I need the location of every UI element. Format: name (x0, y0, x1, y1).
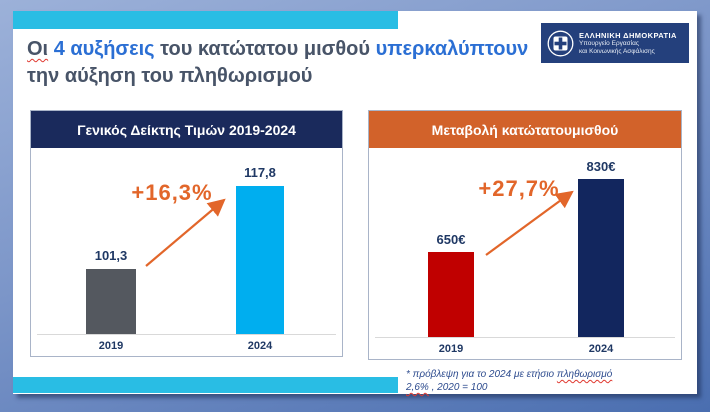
chart-panel-min-wage: Μεταβολή κατώτατουμισθού +27,7% 650€ 830… (368, 110, 682, 360)
x-tick-2024: 2024 (588, 343, 614, 355)
x-tick-2024: 2024 (247, 340, 273, 352)
footnote-line2-text: , 2020 = 100 (428, 382, 488, 393)
title-word-minwage: του κατώτατου μισθού (160, 38, 370, 60)
trend-arrow-icon (485, 190, 574, 256)
logo-line3: και Κοινωνικής Ασφάλισης (579, 47, 655, 55)
footnote-line2-flagged-number: 2,6% (406, 382, 429, 393)
footnote-line1-text: * πρόβλεψη για το 2024 με ετήσιο (406, 369, 557, 380)
bar-2019-min-wage (428, 252, 474, 337)
ministry-logo: ΕΛΛΗΝΙΚΗ ΔΗΜΟΚΡΑΤΙΑ Υπουργείο Εργασίας κ… (541, 23, 689, 63)
chart-panel-price-index: Γενικός Δείκτης Τιμών 2019-2024 +16,3% 1… (30, 110, 343, 357)
bottom-accent-strip (13, 377, 398, 393)
top-accent-strip (13, 11, 398, 29)
bar-value-label: 117,8 (244, 165, 276, 180)
logo-text: ΕΛΛΗΝΙΚΗ ΔΗΜΟΚΡΑΤΙΑ Υπουργείο Εργασίας κ… (579, 31, 677, 56)
chart-title-min-wage: Μεταβολή κατώτατουμισθού (369, 111, 681, 148)
greek-emblem-icon (547, 30, 574, 56)
bar-2024-min-wage (578, 179, 624, 337)
title-line2: την αύξηση του πληθωρισμού (27, 65, 313, 87)
percent-change-label: +16,3% (131, 180, 213, 205)
bar-value-label: 101,3 (94, 248, 128, 263)
title-word-exceed: υπερκαλύπτουν (375, 38, 529, 60)
slide-card: Οι 4 αυξήσεις του κατώτατου μισθού υπερκ… (13, 11, 697, 394)
x-tick-2019: 2019 (438, 343, 464, 355)
logo-line2: Υπουργείο Εργασίας (579, 39, 639, 47)
bar-value-label: 830€ (586, 159, 616, 174)
chart-title-price-index: Γενικός Δείκτης Τιμών 2019-2024 (31, 111, 342, 148)
trend-arrow-icon (145, 198, 226, 267)
x-axis-line (375, 337, 675, 338)
chart-area-min-wage: +27,7% 650€ 830€ 2019 2024 (369, 148, 681, 359)
bar-2024-price-index (236, 186, 284, 334)
x-tick-2019: 2019 (98, 340, 124, 352)
footnote-line2: 2,6% , 2020 = 100 (406, 381, 612, 394)
x-axis-line (37, 334, 336, 335)
footnote-line1-flagged-word: πληθωρισμό (556, 369, 613, 380)
title-word-oi: Οι (27, 38, 49, 60)
chart-area-price-index: +16,3% 101,3 117,8 2019 2024 (31, 148, 342, 356)
footnote: * πρόβλεψη για το 2024 με ετήσιο πληθωρι… (406, 368, 612, 394)
percent-change-label: +27,7% (478, 176, 560, 201)
slide-title: Οι 4 αυξήσεις του κατώτατου μισθού υπερκ… (27, 36, 528, 90)
bar-2019-price-index (86, 269, 136, 334)
title-word-increases: 4 αυξήσεις (53, 38, 155, 60)
logo-line1: ΕΛΛΗΝΙΚΗ ΔΗΜΟΚΡΑΤΙΑ (579, 30, 677, 40)
footnote-line1: * πρόβλεψη για το 2024 με ετήσιο πληθωρι… (406, 368, 612, 381)
bar-value-label: 650€ (436, 232, 466, 247)
